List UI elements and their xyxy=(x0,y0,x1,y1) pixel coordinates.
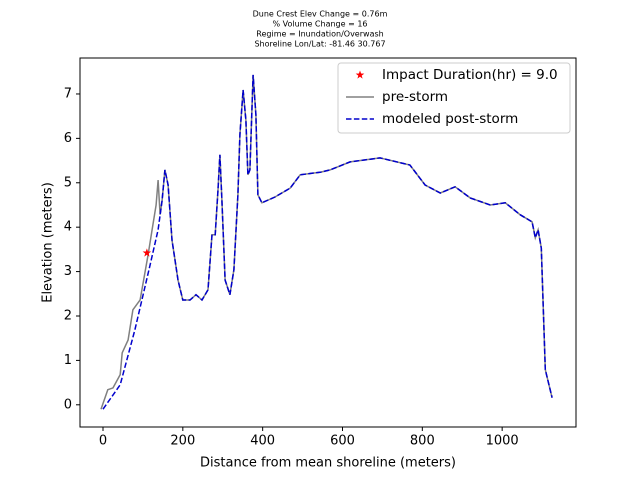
legend-label: pre-storm xyxy=(382,89,448,105)
x-tick-label: 800 xyxy=(410,434,435,449)
y-tick-label: 6 xyxy=(64,131,72,146)
y-axis-label: Elevation (meters) xyxy=(41,182,56,303)
y-tick-label: 1 xyxy=(64,353,72,368)
y-tick-label: 2 xyxy=(64,308,72,323)
legend-label: Impact Duration(hr) = 9.0 xyxy=(382,67,558,83)
x-tick-label: 400 xyxy=(250,434,275,449)
y-tick-label: 0 xyxy=(64,397,72,412)
plot-frame xyxy=(79,57,577,428)
x-tick-label: 600 xyxy=(330,434,355,449)
series-line xyxy=(102,74,553,410)
chart-title: Shoreline Lon/Lat: -81.46 30.767 xyxy=(254,40,385,49)
chart-title: Regime = Inundation/Overwash xyxy=(256,30,383,39)
y-tick-label: 4 xyxy=(64,220,72,235)
x-tick-label: 200 xyxy=(170,434,195,449)
x-tick-label: 0 xyxy=(99,434,107,449)
legend-marker xyxy=(355,70,365,79)
x-axis-label: Distance from mean shoreline (meters) xyxy=(200,456,456,471)
chart-title: Dune Crest Elev Change = 0.76m xyxy=(253,10,388,19)
y-tick-label: 7 xyxy=(64,86,72,101)
x-tick-label: 1000 xyxy=(486,434,519,449)
impact-marker xyxy=(142,248,152,257)
legend-box xyxy=(337,62,571,134)
legend-label: modeled post-storm xyxy=(382,111,518,127)
chart-title: % Volume Change = 16 xyxy=(272,20,367,29)
y-tick-label: 5 xyxy=(64,175,72,190)
y-tick-label: 3 xyxy=(64,264,72,279)
